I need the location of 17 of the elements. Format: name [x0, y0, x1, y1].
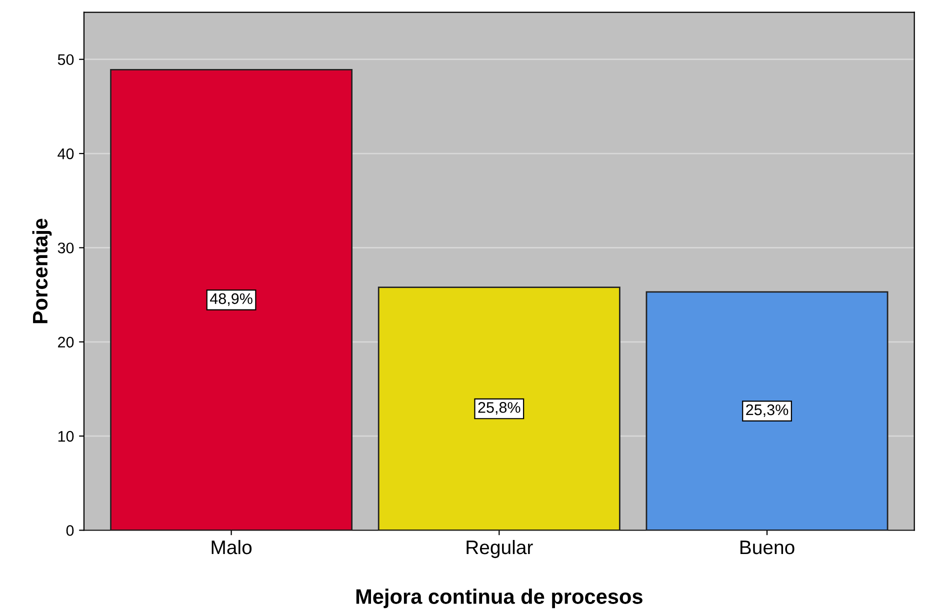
x-tick-label: Malo: [212, 540, 252, 554]
y-tick-label: 0: [66, 525, 74, 536]
y-tick-label: 10: [58, 430, 74, 442]
x-axis-title: Mejora continua de procesos: [356, 588, 642, 608]
data-label: 48,9%: [210, 293, 252, 306]
x-tick-label: Bueno: [740, 540, 794, 554]
y-tick-label: 30: [58, 242, 74, 254]
data-label: 25,8%: [478, 402, 520, 415]
x-tick-label: Regular: [466, 540, 533, 558]
y-tick-label: 20: [58, 336, 74, 348]
bar: [110, 69, 353, 530]
bar: [646, 291, 888, 530]
data-label: 25,3%: [746, 404, 788, 418]
bar: [378, 286, 620, 530]
y-tick-label: 50: [58, 54, 74, 66]
y-axis-title: Porcentaje: [32, 218, 52, 324]
y-tick-label: 40: [58, 148, 74, 160]
